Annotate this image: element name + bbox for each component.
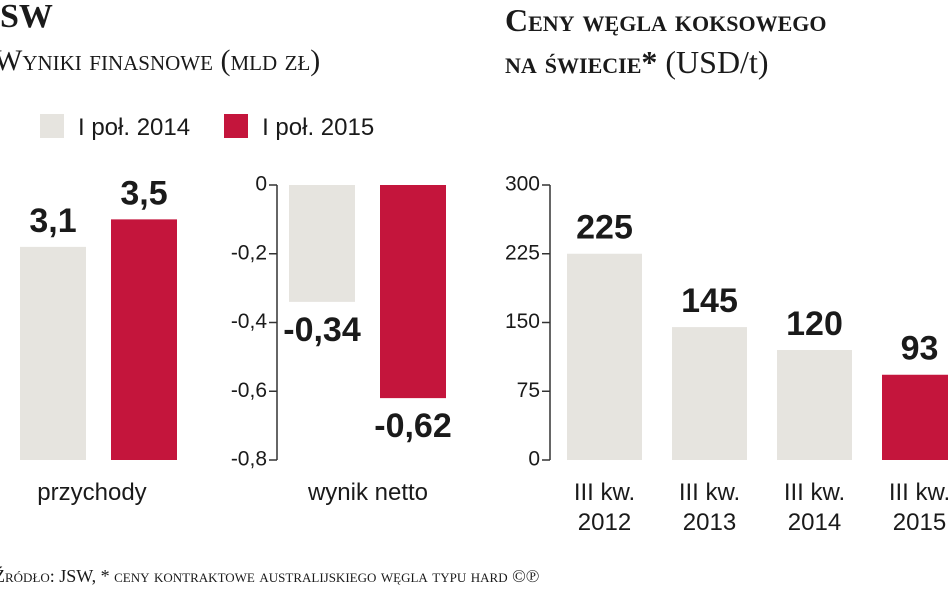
legend: I poł. 2014 I poł. 2015 [40,114,374,142]
legend-label: I poł. 2014 [78,114,191,141]
y-tick-label: 150 [505,310,540,333]
unit: (USD/t) [665,44,769,80]
y-tick-label: 0 [255,173,267,196]
value-label: 3,1 [29,202,76,240]
value-label: 225 [576,209,633,247]
bar [289,185,355,302]
y-tick-label: 75 [517,379,540,402]
left-subtitle: Wyniki finasnowe (mld zł) [0,44,321,77]
source: Źródło: JSW, * ceny kontraktowe australi… [0,566,540,586]
right-subtitle: na świecie* [505,44,658,80]
right-subtitle-line: na świecie* (USD/t) [505,44,768,81]
right-title: Ceny węgla koksowego [505,2,827,38]
bar [882,374,948,460]
x-category-label: III kw. 2013 [678,479,741,536]
y-tick-label: 225 [505,241,540,264]
y-tick-label: -0,6 [231,379,267,402]
x-category-label: przychody [37,479,147,506]
legend-swatch [40,114,64,138]
y-tick-label: 300 [505,173,540,196]
bar [777,350,852,460]
value-label: 93 [901,330,939,368]
legend-swatch [224,114,249,138]
value-label: -0,62 [374,407,452,445]
y-tick-label: -0,8 [231,448,267,471]
value-label: 145 [681,282,738,320]
legend-label: I poł. 2015 [262,114,375,141]
bar [567,253,642,460]
bar [111,219,177,460]
x-category-label: wynik netto [307,479,429,506]
y-tick-label: 0 [528,448,540,471]
value-label: -0,34 [283,311,361,349]
legend-item: I poł. 2014 [40,114,190,141]
y-tick-label: -0,4 [231,310,268,333]
x-category-label: III kw. 2014 [783,479,846,536]
y-tick-label: -0,2 [231,241,267,264]
bar [380,185,446,399]
legend-item: I poł. 2015 [224,114,374,141]
bar [672,327,747,460]
value-label: 120 [786,305,843,343]
x-category-label: III kw. 2015 [888,479,948,536]
left-title: SW [0,0,53,35]
bar [20,246,86,460]
value-label: 3,5 [120,174,167,212]
x-category-label: III kw. 2012 [573,479,636,536]
